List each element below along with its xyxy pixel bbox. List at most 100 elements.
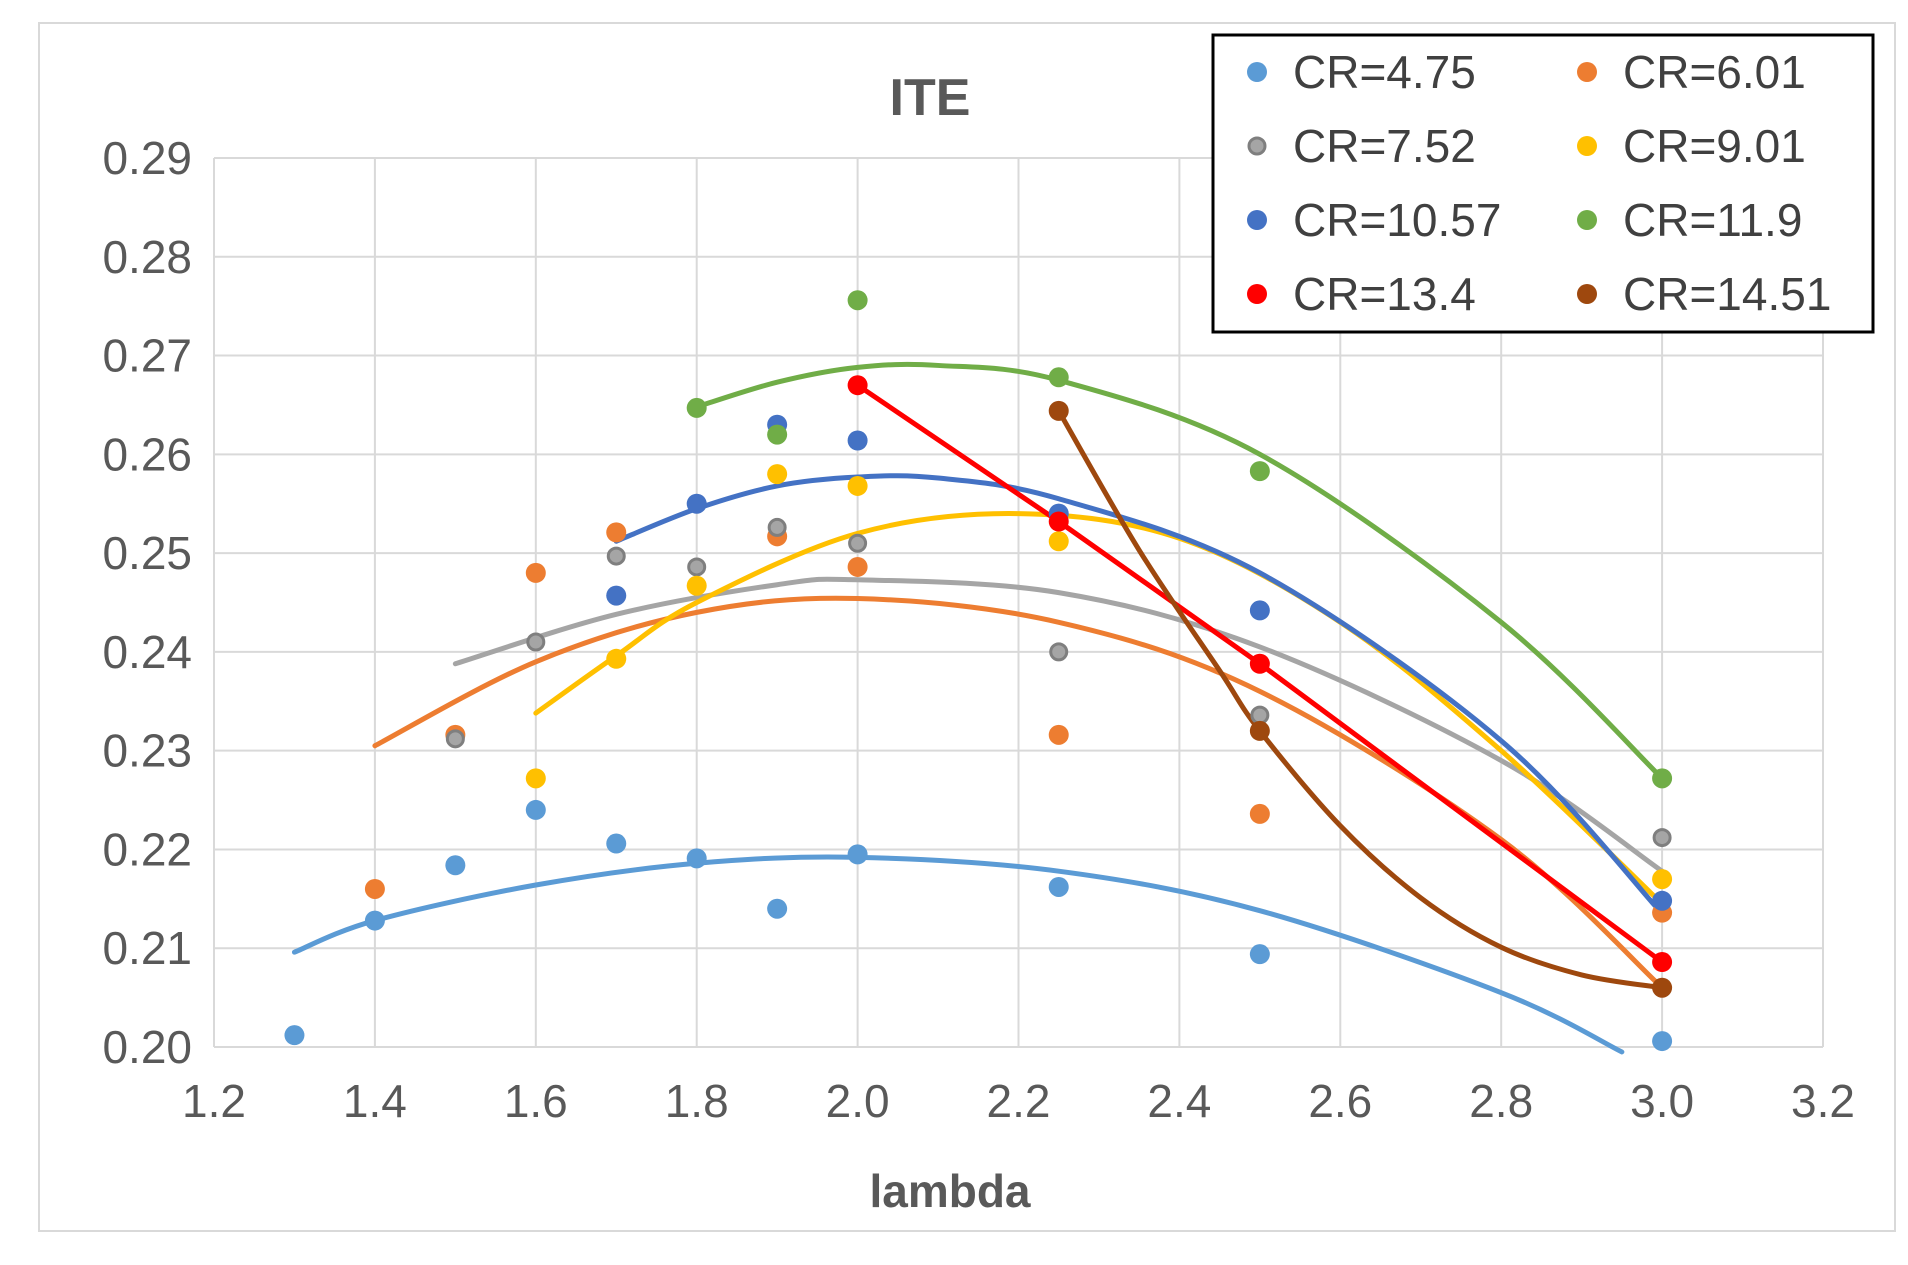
x-tick-label: 2.6 [1308, 1075, 1372, 1127]
legend: CR=4.75 CR=6.01 CR=7.52 CR=9.01 CR=10.57 CR=1… [1211, 33, 1875, 334]
data-point-series-7 [1652, 952, 1673, 973]
legend-label-series-3: CR=7.52 [1293, 120, 1476, 172]
data-point-series-1 [525, 799, 546, 820]
data-point-series-4 [847, 475, 868, 496]
data-point-series-1 [1249, 944, 1270, 965]
x-tick-label: 3.0 [1630, 1075, 1694, 1127]
x-tick-label: 2.8 [1469, 1075, 1533, 1127]
data-point-series-1 [1652, 1031, 1673, 1052]
legend-label-series-1: CR=4.75 [1293, 46, 1476, 98]
data-point-series-8 [1048, 400, 1069, 421]
data-point-series-4 [1652, 869, 1673, 890]
axis-ticks: 1.2 1.4 1.6 1.8 2.0 2.2 2.4 2.6 2.8 3.0 3.2 0.20 0.2… [102, 132, 1855, 1127]
data-point-series-3 [1250, 705, 1270, 725]
data-point-series-1 [284, 1025, 305, 1046]
data-point-series-7 [1048, 511, 1069, 532]
data-point-series-2 [1048, 724, 1069, 745]
data-point-series-6 [847, 290, 868, 311]
x-tick-label: 1.6 [504, 1075, 568, 1127]
y-tick-label: 0.25 [102, 527, 192, 579]
data-point-series-6 [767, 424, 788, 445]
data-point-series-4 [525, 768, 546, 789]
data-point-series-5 [1652, 890, 1673, 911]
data-point-series-3 [1049, 642, 1069, 662]
y-tick-label: 0.29 [102, 132, 192, 184]
y-tick-label: 0.20 [102, 1021, 192, 1073]
legend-marker-series-4 [1577, 136, 1597, 156]
legend-marker-series-1 [1247, 62, 1267, 82]
trendline-series-5 [613, 473, 1665, 917]
y-tick-label: 0.27 [102, 330, 192, 382]
data-point-series-3 [848, 533, 868, 553]
data-point-series-2 [525, 562, 546, 583]
data-point-series-2 [364, 878, 385, 899]
y-tick-label: 0.23 [102, 725, 192, 777]
legend-label-series-5: CR=10.57 [1293, 194, 1501, 246]
data-point-series-3 [445, 729, 465, 749]
data-point-series-7 [847, 375, 868, 396]
data-point-series-3 [1652, 828, 1672, 848]
data-point-series-6 [1048, 367, 1069, 388]
legend-box [1211, 33, 1875, 334]
x-tick-label: 2.2 [987, 1075, 1051, 1127]
legend-label-series-2: CR=6.01 [1623, 46, 1806, 98]
legend-marker-series-5 [1247, 210, 1267, 230]
data-points [284, 290, 1673, 1052]
data-point-series-5 [847, 430, 868, 451]
data-point-series-5 [1249, 600, 1270, 621]
x-axis-label: lambda [869, 1165, 1030, 1217]
legend-label-series-7: CR=13.4 [1293, 268, 1476, 320]
data-point-series-4 [686, 575, 707, 596]
data-point-series-1 [364, 910, 385, 931]
legend-marker-series-7 [1247, 284, 1267, 304]
legend-marker-series-8 [1577, 284, 1597, 304]
trendline-series-3 [452, 576, 1665, 874]
data-point-series-8 [1652, 977, 1673, 998]
legend-marker-series-6 [1577, 210, 1597, 230]
x-tick-label: 2.0 [826, 1075, 890, 1127]
data-point-series-1 [767, 898, 788, 919]
legend-label-series-6: CR=11.9 [1623, 194, 1802, 246]
data-point-series-3 [767, 517, 787, 537]
data-point-series-6 [1652, 768, 1673, 789]
data-point-series-3 [687, 557, 707, 577]
legend-marker-series-2 [1577, 62, 1597, 82]
data-point-series-4 [606, 648, 627, 669]
trendline-series-8 [1056, 408, 1665, 991]
data-point-series-6 [686, 397, 707, 418]
data-point-series-2 [1249, 803, 1270, 824]
x-tick-label: 1.2 [182, 1075, 246, 1127]
data-point-series-1 [847, 844, 868, 865]
trendline-series-6 [694, 361, 1665, 781]
trendline-series-7 [855, 382, 1665, 965]
data-point-series-2 [847, 556, 868, 577]
data-point-series-1 [606, 833, 627, 854]
x-tick-label: 1.4 [343, 1075, 407, 1127]
y-tick-label: 0.26 [102, 428, 192, 480]
data-point-series-1 [1048, 876, 1069, 897]
x-tick-label: 3.2 [1791, 1075, 1855, 1127]
data-point-series-5 [606, 585, 627, 606]
data-point-series-3 [526, 632, 546, 652]
legend-label-series-4: CR=9.01 [1623, 120, 1806, 172]
y-tick-label: 0.28 [102, 231, 192, 283]
trendline-series-4 [533, 511, 1665, 907]
y-tick-label: 0.24 [102, 626, 192, 678]
x-tick-label: 1.8 [665, 1075, 729, 1127]
data-point-series-2 [606, 522, 627, 543]
data-point-series-4 [767, 464, 788, 485]
data-point-series-3 [606, 546, 626, 566]
legend-marker-series-3 [1247, 136, 1267, 156]
data-point-series-1 [686, 848, 707, 869]
legend-label-series-8: CR=14.51 [1623, 268, 1831, 320]
data-point-series-5 [686, 493, 707, 514]
data-point-series-6 [1249, 461, 1270, 482]
data-point-series-4 [1048, 531, 1069, 552]
chart-title: ITE [890, 69, 971, 127]
trendline-series-1 [291, 854, 1625, 1055]
y-tick-label: 0.22 [102, 823, 192, 875]
data-point-series-1 [445, 855, 466, 876]
data-point-series-7 [1249, 653, 1270, 674]
x-tick-label: 2.4 [1147, 1075, 1211, 1127]
